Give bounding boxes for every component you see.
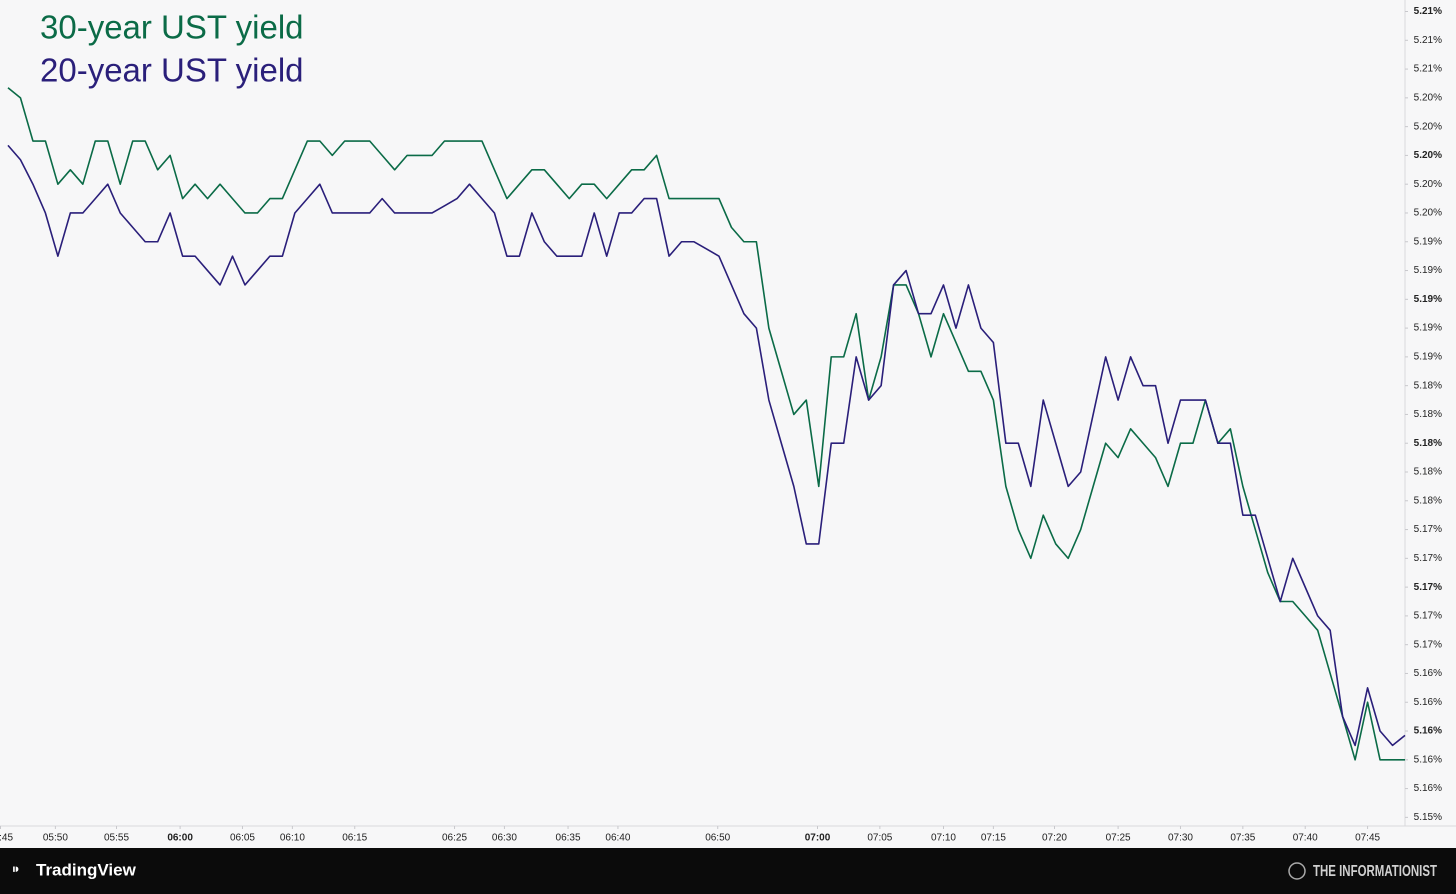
x-tick-label: 07:30 (1168, 833, 1193, 844)
x-tick-label: 07:10 (931, 833, 956, 844)
x-tick-label: 07:35 (1230, 833, 1255, 844)
x-tick-label: 06:10 (280, 833, 305, 844)
y-tick-label: 5.16% (1414, 754, 1442, 765)
y-tick-label: 5.18% (1414, 380, 1442, 391)
x-tick-label: 06:05 (230, 833, 255, 844)
x-tick-label: 07:25 (1106, 833, 1131, 844)
x-tick-label: 07:45 (1355, 833, 1380, 844)
y-tick-label: 5.17% (1414, 553, 1442, 564)
y-tick-label: 5.20% (1414, 92, 1442, 103)
y-tick-label: 5.17% (1414, 524, 1442, 535)
y-tick-label: 5.19% (1414, 323, 1442, 334)
x-tick-label: 05:55 (104, 833, 129, 844)
x-tick-label: 05:45 (0, 833, 13, 844)
legend-entry: 20-year UST yield (40, 52, 304, 89)
plot-area (7, 87, 1406, 761)
y-tick-label: 5.17% (1414, 639, 1442, 650)
y-tick-label: 5.21% (1414, 6, 1442, 17)
y-tick-label: 5.20% (1414, 208, 1442, 219)
y-tick-label: 5.16% (1414, 668, 1442, 679)
x-tick-label: 07:20 (1042, 833, 1067, 844)
footer-right-brand: THE INFORMATIONIST (1313, 863, 1437, 880)
y-tick-label: 5.21% (1414, 35, 1442, 46)
chart-background (0, 0, 1456, 848)
x-tick-label: 06:30 (492, 833, 517, 844)
x-tick-label: 07:00 (805, 833, 831, 844)
x-tick-label: 06:25 (442, 833, 467, 844)
y-tick-label: 5.18% (1414, 438, 1442, 449)
footer-left-brand: TradingView (36, 860, 137, 879)
y-tick-label: 5.20% (1414, 150, 1442, 161)
x-tick-label: 06:40 (605, 833, 630, 844)
series-line (7, 144, 1406, 747)
bulb-icon (1288, 862, 1306, 880)
y-tick-label: 5.19% (1414, 352, 1442, 363)
y-tick-label: 5.18% (1414, 409, 1442, 420)
x-tick-label: 07:40 (1293, 833, 1318, 844)
x-tick-label: 05:50 (43, 833, 68, 844)
y-tick-label: 5.18% (1414, 467, 1442, 478)
y-tick-label: 5.20% (1414, 179, 1442, 190)
y-tick-label: 5.16% (1414, 697, 1442, 708)
x-tick-label: 06:00 (167, 833, 193, 844)
y-tick-label: 5.16% (1414, 783, 1442, 794)
tradingview-logo-mark: ⁍ (12, 862, 20, 879)
footer-bar (0, 848, 1456, 894)
y-tick-label: 5.19% (1414, 265, 1442, 276)
y-tick-label: 5.21% (1414, 64, 1442, 75)
x-tick-label: 06:35 (556, 833, 581, 844)
y-tick-label: 5.17% (1414, 611, 1442, 622)
y-tick-label: 5.17% (1414, 582, 1442, 593)
legend-entry: 30-year UST yield (40, 9, 304, 46)
series-line (7, 87, 1405, 761)
y-tick-label: 5.16% (1414, 726, 1442, 737)
y-tick-label: 5.20% (1414, 121, 1442, 132)
y-tick-label: 5.15% (1414, 812, 1442, 823)
y-tick-label: 5.19% (1414, 294, 1442, 305)
y-tick-label: 5.18% (1414, 495, 1442, 506)
x-tick-label: 06:50 (705, 833, 730, 844)
x-tick-label: 06:15 (342, 833, 367, 844)
y-tick-label: 5.19% (1414, 236, 1442, 247)
x-tick-label: 07:15 (981, 833, 1006, 844)
x-tick-label: 07:05 (867, 833, 892, 844)
